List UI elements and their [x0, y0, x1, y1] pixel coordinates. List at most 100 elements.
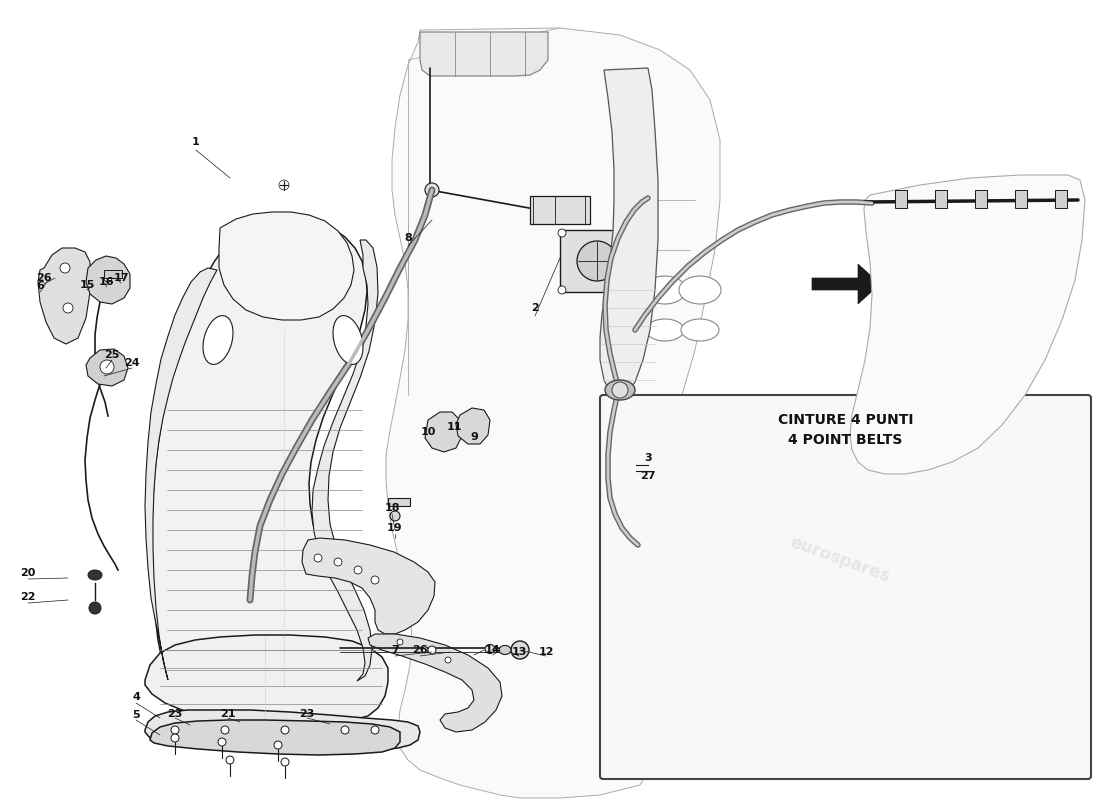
Ellipse shape — [605, 380, 635, 400]
Circle shape — [354, 566, 362, 574]
Text: 26: 26 — [412, 645, 428, 655]
Text: 27: 27 — [640, 471, 656, 481]
Ellipse shape — [644, 276, 686, 304]
Polygon shape — [145, 710, 420, 751]
Circle shape — [170, 734, 179, 742]
Bar — [530, 196, 590, 224]
Text: 6: 6 — [36, 281, 44, 291]
Circle shape — [170, 726, 179, 734]
Text: eurospares: eurospares — [639, 470, 761, 530]
Circle shape — [425, 183, 439, 197]
Text: 23: 23 — [299, 709, 315, 719]
Ellipse shape — [499, 646, 512, 654]
Text: 18: 18 — [384, 503, 399, 513]
Polygon shape — [152, 219, 367, 692]
Circle shape — [100, 360, 114, 374]
Circle shape — [512, 641, 529, 659]
Circle shape — [60, 263, 70, 273]
Text: 4 POINT BELTS: 4 POINT BELTS — [789, 433, 903, 447]
Polygon shape — [812, 264, 880, 304]
Circle shape — [334, 558, 342, 566]
Circle shape — [558, 229, 566, 237]
Polygon shape — [312, 240, 378, 681]
Ellipse shape — [485, 645, 495, 654]
Text: 13: 13 — [512, 647, 527, 657]
Circle shape — [397, 639, 403, 645]
Circle shape — [280, 758, 289, 766]
Polygon shape — [425, 412, 462, 452]
Text: 20: 20 — [20, 568, 35, 578]
Circle shape — [371, 576, 380, 584]
Polygon shape — [145, 268, 217, 680]
Bar — [1055, 190, 1067, 208]
Text: 5: 5 — [132, 710, 140, 720]
Polygon shape — [219, 212, 354, 320]
Bar — [935, 190, 947, 208]
Bar — [975, 190, 987, 208]
Text: 8: 8 — [404, 233, 411, 243]
Text: 11: 11 — [447, 422, 462, 432]
Text: 22: 22 — [20, 592, 35, 602]
Text: 23: 23 — [167, 709, 183, 719]
Polygon shape — [86, 256, 130, 304]
Circle shape — [422, 647, 428, 653]
Circle shape — [226, 756, 234, 764]
Bar — [1015, 190, 1027, 208]
Ellipse shape — [333, 315, 363, 365]
Polygon shape — [39, 248, 90, 344]
Circle shape — [274, 741, 282, 749]
Circle shape — [218, 738, 226, 746]
Circle shape — [221, 726, 229, 734]
Circle shape — [341, 726, 349, 734]
Text: eurospares: eurospares — [368, 550, 492, 610]
Polygon shape — [302, 538, 434, 634]
Text: 19: 19 — [387, 523, 403, 533]
Text: eurospares: eurospares — [158, 400, 282, 460]
Polygon shape — [850, 175, 1085, 474]
Circle shape — [314, 554, 322, 562]
Polygon shape — [456, 408, 490, 444]
Polygon shape — [150, 720, 400, 755]
Text: 16: 16 — [98, 277, 113, 287]
Circle shape — [628, 286, 636, 294]
Bar — [388, 498, 410, 506]
Circle shape — [628, 229, 636, 237]
Circle shape — [63, 303, 73, 313]
Ellipse shape — [204, 315, 233, 365]
Text: 9: 9 — [470, 432, 477, 442]
Circle shape — [280, 726, 289, 734]
Polygon shape — [145, 635, 388, 723]
Text: 14: 14 — [485, 645, 501, 655]
Text: 12: 12 — [538, 647, 553, 657]
Text: 3: 3 — [645, 453, 652, 463]
Polygon shape — [86, 349, 128, 386]
Polygon shape — [368, 634, 502, 732]
Polygon shape — [420, 32, 548, 76]
FancyBboxPatch shape — [600, 395, 1091, 779]
Circle shape — [371, 726, 380, 734]
Circle shape — [279, 180, 289, 190]
Text: 21: 21 — [220, 709, 235, 719]
Text: 4: 4 — [132, 692, 140, 702]
Bar — [560, 230, 635, 292]
Text: 7: 7 — [392, 645, 399, 655]
Circle shape — [104, 274, 112, 282]
Ellipse shape — [679, 276, 721, 304]
Bar — [895, 190, 908, 208]
Circle shape — [558, 286, 566, 294]
Text: 25: 25 — [104, 350, 120, 360]
Circle shape — [578, 241, 617, 281]
Text: 1: 1 — [192, 137, 200, 147]
Bar — [104, 270, 122, 278]
Text: 26: 26 — [36, 273, 52, 283]
Ellipse shape — [646, 319, 684, 341]
Circle shape — [446, 657, 451, 663]
Text: 24: 24 — [124, 358, 140, 368]
Polygon shape — [386, 28, 720, 798]
Text: 10: 10 — [420, 427, 436, 437]
Circle shape — [612, 382, 628, 398]
Ellipse shape — [88, 570, 102, 580]
Text: 17: 17 — [113, 273, 129, 283]
Circle shape — [428, 646, 436, 654]
Text: CINTURE 4 PUNTI: CINTURE 4 PUNTI — [778, 413, 913, 427]
